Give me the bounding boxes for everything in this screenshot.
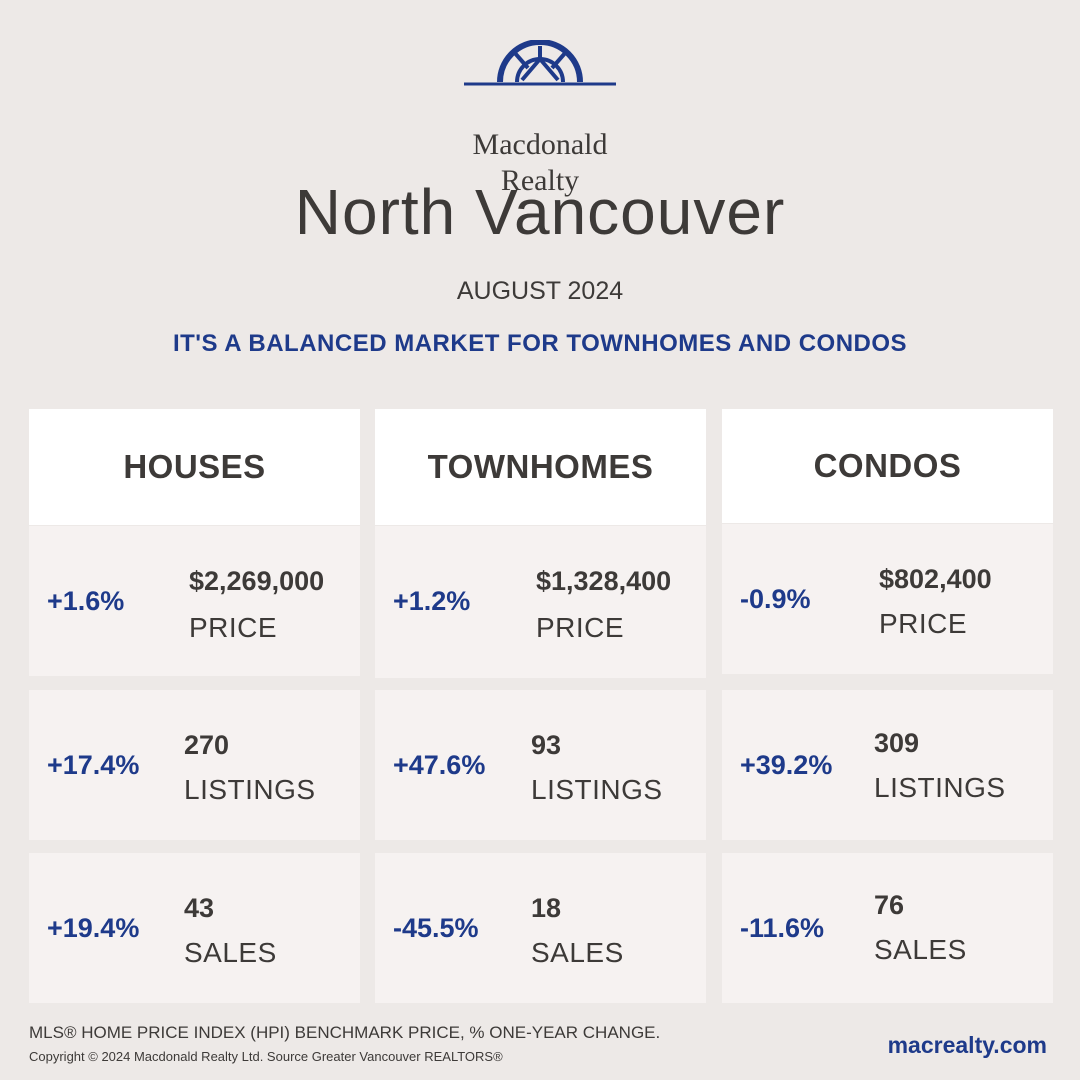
sales-label: SALES xyxy=(531,937,624,968)
listings-value: 270 xyxy=(184,730,230,760)
column-header: TOWNHOMES xyxy=(375,409,706,525)
listings-label: LISTINGS xyxy=(184,774,316,805)
macdonald-realty-logo: Macdonald Realty xyxy=(462,40,618,197)
price-label: PRICE xyxy=(879,608,968,639)
listings-card: +17.4% 270 LISTINGS xyxy=(29,690,360,840)
brand-name-line2: Realty xyxy=(500,164,580,197)
listings-value: 309 xyxy=(874,728,920,758)
footnote: MLS® HOME PRICE INDEX (HPI) BENCHMARK PR… xyxy=(29,1023,661,1042)
sales-change: -11.6% xyxy=(740,912,825,943)
report-period: AUGUST 2024 xyxy=(456,277,624,305)
sales-label: SALES xyxy=(184,937,277,968)
page-title: North Vancouver xyxy=(294,176,786,248)
price-label: PRICE xyxy=(536,612,625,643)
price-change: +1.6% xyxy=(47,585,125,616)
price-label: PRICE xyxy=(189,612,278,643)
listings-change: +39.2% xyxy=(740,749,833,780)
price-change: -0.9% xyxy=(740,583,811,614)
sales-label: SALES xyxy=(874,934,967,965)
copyright: Copyright © 2024 Macdonald Realty Ltd. S… xyxy=(29,1049,503,1064)
sales-card: -45.5% 18 SALES xyxy=(375,853,706,1003)
listings-label: LISTINGS xyxy=(874,772,1006,803)
price-card: +1.6% $2,269,000 PRICE xyxy=(29,526,360,676)
sales-value: 18 xyxy=(531,893,562,923)
column-header: HOUSES xyxy=(29,409,360,525)
sales-value: 76 xyxy=(874,890,905,920)
sales-card: +19.4% 43 SALES xyxy=(29,853,360,1003)
listings-label: LISTINGS xyxy=(531,774,663,805)
sales-value: 43 xyxy=(184,893,215,923)
price-value: $2,269,000 xyxy=(189,566,325,596)
price-card: +1.2% $1,328,400 PRICE xyxy=(375,526,706,678)
market-headline: IT'S A BALANCED MARKET FOR TOWNHOMES AND… xyxy=(172,330,908,357)
sales-change: +19.4% xyxy=(47,912,140,943)
listings-card: +47.6% 93 LISTINGS xyxy=(375,690,706,840)
listings-change: +47.6% xyxy=(393,749,486,780)
sales-card: -11.6% 76 SALES xyxy=(722,853,1053,1003)
price-card: -0.9% $802,400 PRICE xyxy=(722,524,1053,674)
sales-change: -45.5% xyxy=(393,912,479,943)
logo-mark-icon xyxy=(464,40,616,86)
price-value: $802,400 xyxy=(879,564,992,594)
website-link[interactable]: macrealty.com xyxy=(887,1032,1047,1058)
listings-value: 93 xyxy=(531,730,562,760)
listings-card: +39.2% 309 LISTINGS xyxy=(722,690,1053,840)
listings-change: +17.4% xyxy=(47,749,140,780)
price-value: $1,328,400 xyxy=(536,566,672,596)
brand-name-line1: Macdonald xyxy=(472,128,608,161)
price-change: +1.2% xyxy=(393,585,471,616)
column-header: CONDOS xyxy=(722,409,1053,523)
